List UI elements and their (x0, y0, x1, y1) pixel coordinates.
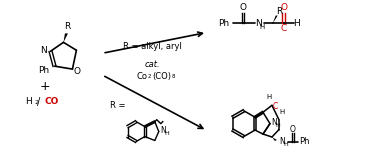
Text: H: H (164, 131, 169, 136)
Polygon shape (64, 33, 68, 42)
Text: R: R (277, 7, 283, 16)
Text: (CO): (CO) (152, 72, 171, 81)
Text: O: O (290, 125, 296, 134)
Text: N: N (40, 46, 47, 55)
Text: O: O (74, 67, 81, 76)
Text: 2: 2 (34, 100, 39, 105)
Text: Ph: Ph (38, 66, 49, 75)
Text: C: C (273, 102, 278, 111)
Text: H: H (279, 109, 285, 115)
Text: CO: CO (44, 97, 59, 106)
Text: N: N (279, 137, 285, 146)
Text: +: + (39, 81, 50, 93)
Text: H: H (25, 97, 32, 106)
Text: cat.: cat. (144, 60, 160, 69)
Text: N: N (271, 118, 277, 127)
Text: Co: Co (136, 72, 147, 81)
Text: /: / (37, 97, 40, 107)
Text: N: N (160, 126, 166, 135)
Text: 2: 2 (148, 74, 152, 79)
Polygon shape (273, 16, 278, 23)
Text: Ph: Ph (300, 137, 310, 146)
Text: H: H (259, 24, 264, 31)
Text: 8: 8 (172, 74, 175, 79)
Text: H: H (276, 123, 280, 128)
Text: R = alkyl, aryl: R = alkyl, aryl (123, 42, 181, 51)
Text: C: C (280, 24, 287, 33)
Polygon shape (272, 137, 277, 141)
Text: R =: R = (110, 101, 125, 110)
Text: O: O (239, 3, 246, 12)
Text: O: O (280, 3, 287, 12)
Text: N: N (256, 19, 262, 28)
Text: Ph: Ph (218, 19, 229, 28)
Text: H: H (266, 94, 271, 100)
Text: R: R (64, 22, 71, 31)
Text: H: H (284, 143, 288, 147)
Text: H: H (293, 19, 300, 28)
